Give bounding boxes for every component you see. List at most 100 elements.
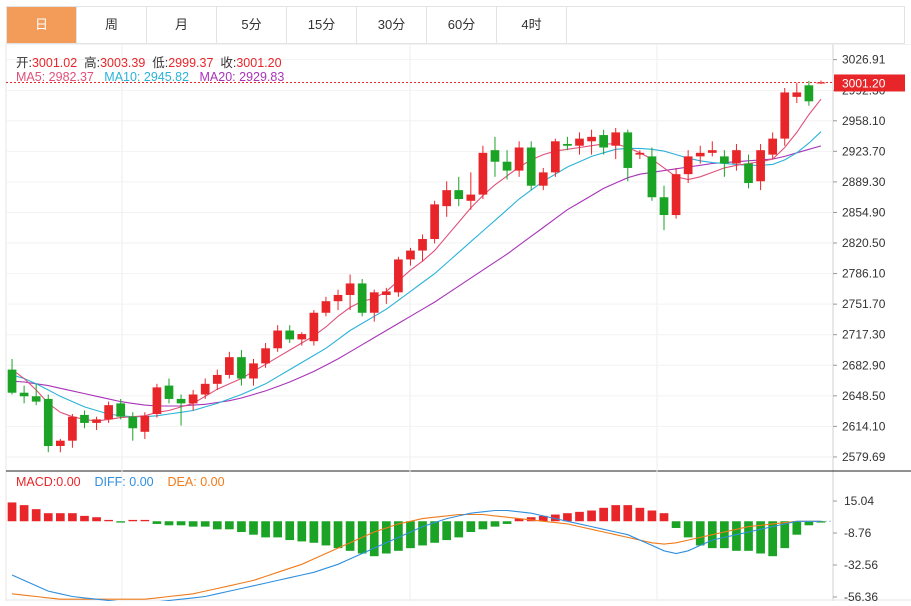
macd-bar [804, 521, 814, 526]
open-label: 开: [16, 56, 32, 70]
macd-y-tick-label: -56.36 [844, 590, 878, 601]
dea-value: 0.00 [200, 475, 225, 489]
ma5-value: 2982.37 [48, 70, 94, 84]
macd-bar [394, 521, 403, 551]
tab-0[interactable]: 日 [7, 7, 77, 43]
macd-bar [490, 521, 500, 527]
candle-body [683, 156, 693, 175]
candle-body [200, 383, 210, 395]
macd-bar [19, 505, 29, 522]
candle-body [261, 348, 270, 364]
candle-body [164, 385, 174, 399]
macd-label: MACD: [16, 475, 57, 489]
y-tick-label: 2751.70 [842, 297, 886, 311]
macd-value: 0.00 [56, 475, 81, 489]
tab-5[interactable]: 30分 [357, 7, 427, 43]
candle-body [430, 204, 439, 240]
candle-body [526, 147, 536, 186]
diff-label: DIFF: [94, 475, 126, 489]
candle-body [792, 92, 802, 97]
macd-y-tick-label: -32.56 [844, 558, 878, 572]
candle-body [273, 330, 283, 349]
candle-body [152, 387, 162, 415]
candle-body [466, 194, 476, 201]
tab-4[interactable]: 15分 [287, 7, 357, 43]
tab-3[interactable]: 5分 [217, 7, 287, 43]
macd-bar [538, 515, 548, 522]
candle-body [635, 152, 645, 155]
macd-bar [647, 510, 657, 522]
y-tick-label: 2820.50 [842, 236, 886, 250]
candle-body [394, 259, 403, 293]
candle-body [7, 369, 17, 393]
macd-bar [466, 521, 476, 533]
close-value: 3001.20 [236, 56, 282, 70]
chart-area: 3026.912992.302958.102923.702889.302854.… [0, 43, 911, 604]
ma5-label: MA5: [16, 70, 46, 84]
macd-bar [176, 521, 186, 526]
macd-bar [575, 511, 584, 522]
y-tick-label: 3026.91 [842, 53, 886, 67]
high-label: 高: [84, 56, 101, 70]
low-value: 2999.37 [168, 56, 214, 70]
candle-body [623, 132, 633, 168]
macd-bar [80, 515, 89, 522]
candle-body [454, 190, 464, 200]
macd-bar [381, 521, 391, 554]
macd-bar [780, 521, 790, 549]
candle-body [68, 416, 77, 441]
macd-bar [502, 521, 512, 524]
candle-body [285, 330, 295, 340]
candle-body [732, 150, 741, 164]
tab-2[interactable]: 月 [147, 7, 217, 43]
close-label: 收: [220, 56, 237, 70]
macd-bar [212, 521, 222, 530]
candle-body [514, 147, 524, 171]
candle-body [780, 92, 790, 139]
macd-bar [720, 521, 729, 549]
macd-bar [550, 514, 560, 522]
candle-body [188, 394, 198, 404]
macd-y-tick-label: 15.04 [844, 494, 874, 508]
chart-svg[interactable]: 3026.912992.302958.102923.702889.302854.… [0, 43, 911, 604]
ma5-line [11, 98, 822, 422]
candle-body [321, 301, 331, 313]
tab-6[interactable]: 60分 [427, 7, 497, 43]
candle-body [587, 136, 596, 142]
macd-bar [140, 519, 150, 522]
macd-bar [587, 510, 596, 522]
macd-bar [345, 521, 355, 551]
candle-body [671, 174, 681, 216]
candle-body [563, 143, 572, 146]
ma20-value: 2929.83 [239, 70, 285, 84]
macd-bar [659, 513, 669, 522]
candle-body [659, 197, 669, 216]
macd-info: MACD:0.00 DIFF: 0.00 DEA: 0.00 [16, 475, 225, 489]
macd-bar [406, 521, 415, 549]
macd-bar [249, 521, 258, 535]
macd-bar [599, 507, 608, 522]
tab-7[interactable]: 4时 [497, 7, 567, 43]
high-value: 3003.39 [100, 56, 146, 70]
y-tick-label: 2923.70 [842, 144, 886, 158]
macd-bar [55, 513, 65, 522]
candle-body [756, 150, 765, 182]
candle-body [442, 190, 452, 207]
macd-bar [732, 521, 741, 551]
candle-body [237, 357, 246, 379]
macd-bar [261, 521, 270, 538]
candle-body [611, 132, 621, 146]
y-tick-label: 2854.90 [842, 205, 886, 219]
ohlc-info: 开:3001.02 高:3003.39 低:2999.37 收:3001.20 [16, 52, 282, 71]
macd-bar [526, 517, 536, 522]
candle-body [381, 291, 391, 295]
macd-bar [514, 518, 524, 522]
candle-body [575, 138, 584, 146]
y-tick-label: 2958.10 [842, 114, 886, 128]
macd-bar [237, 521, 246, 533]
candle-body [92, 419, 101, 423]
candle-body [357, 283, 367, 313]
macd-bar [152, 521, 162, 524]
y-tick-label: 2786.10 [842, 267, 886, 281]
tab-1[interactable]: 周 [77, 7, 147, 43]
